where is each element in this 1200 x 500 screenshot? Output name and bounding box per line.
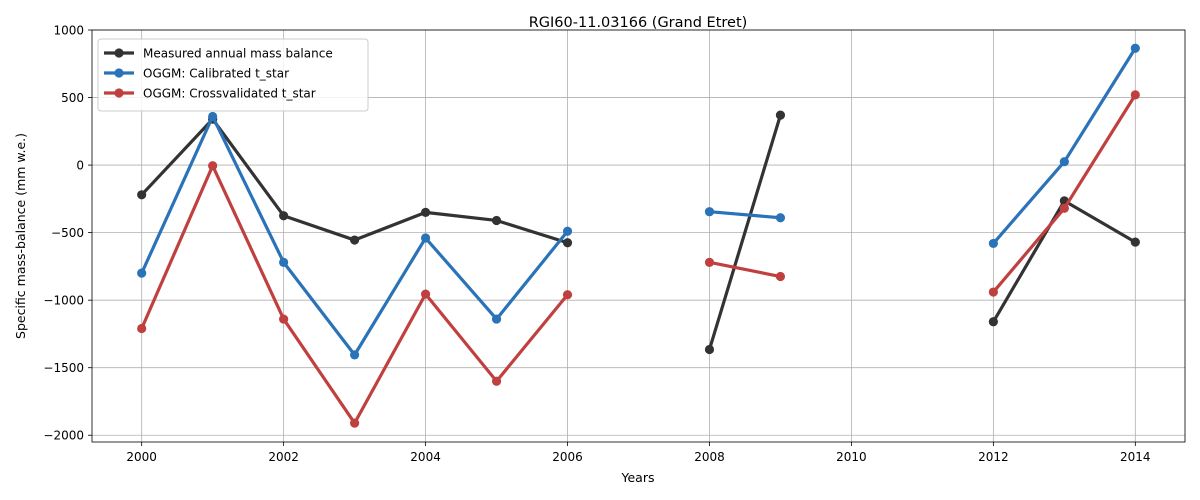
data-point <box>279 211 289 221</box>
x-axis-label: Years <box>621 470 655 485</box>
x-tick-label: 2008 <box>694 450 725 464</box>
data-point <box>420 207 431 217</box>
series-2 <box>137 43 1140 360</box>
x-tick-label: 2000 <box>126 450 157 464</box>
data-series <box>137 43 1140 428</box>
data-point <box>704 207 715 217</box>
series-line <box>707 260 783 279</box>
data-point <box>491 376 502 386</box>
grid-lines <box>92 29 1185 442</box>
data-point <box>208 161 218 171</box>
series-line <box>707 210 783 220</box>
y-tick-label: 500 <box>61 91 84 105</box>
data-point <box>350 418 360 428</box>
legend-label: OGGM: Calibrated t_star <box>143 67 289 81</box>
series-line <box>140 164 570 425</box>
data-point <box>775 213 786 223</box>
legend-box <box>97 38 369 112</box>
x-axis-ticks: 2000 2002 2004 2006 2008 2010 2012 2014 <box>126 442 1151 464</box>
data-point <box>562 226 573 236</box>
data-point <box>420 233 431 243</box>
legend: Measured annual mass balance OGGM: Calibr… <box>97 38 369 112</box>
data-point <box>208 111 218 122</box>
data-point <box>350 235 360 245</box>
y-tick-label: −1000 <box>43 294 84 308</box>
legend-swatch-marker <box>114 88 124 98</box>
data-point <box>1059 157 1069 167</box>
data-point <box>1130 43 1140 53</box>
x-tick-label: 2004 <box>410 450 441 464</box>
y-axis-ticks: 1000 500 0 −500 −1000 −1500 −2000 <box>43 24 92 443</box>
x-tick-label: 2012 <box>978 450 1009 464</box>
data-point <box>279 257 289 267</box>
data-point <box>491 215 502 226</box>
data-point <box>775 110 786 120</box>
data-point <box>137 268 147 278</box>
data-point <box>775 271 786 282</box>
y-tick-label: 1000 <box>53 24 84 38</box>
x-tick-label: 2010 <box>836 450 867 464</box>
data-point <box>420 289 431 299</box>
data-point <box>1059 203 1069 213</box>
data-point <box>350 350 360 360</box>
legend-label: Measured annual mass balance <box>143 47 333 61</box>
data-point <box>988 287 998 297</box>
y-tick-label: −500 <box>51 226 84 240</box>
y-axis-label: Specific mass-balance (mm w.e.) <box>13 133 28 339</box>
data-point <box>704 257 715 267</box>
x-tick-label: 2006 <box>552 450 583 464</box>
data-point <box>1130 90 1140 100</box>
x-tick-label: 2002 <box>268 450 299 464</box>
data-point <box>988 238 998 249</box>
y-tick-label: −2000 <box>43 429 84 443</box>
chart-title: RGI60-11.03166 (Grand Etret) <box>529 15 748 31</box>
data-point <box>279 314 289 324</box>
y-tick-label: 0 <box>76 159 84 173</box>
data-point <box>491 314 502 324</box>
series-line <box>991 46 1137 246</box>
plot-frame <box>91 29 1186 443</box>
series-line <box>991 93 1137 294</box>
x-tick-label: 2014 <box>1120 450 1151 464</box>
data-point <box>137 190 147 200</box>
legend-swatch-marker <box>114 68 124 78</box>
data-point <box>1130 237 1140 247</box>
y-tick-label: −1500 <box>43 361 84 375</box>
series-3 <box>137 90 1140 428</box>
legend-label: OGGM: Crossvalidated t_star <box>143 87 316 101</box>
data-point <box>562 290 573 300</box>
legend-swatch-marker <box>114 48 124 58</box>
data-point <box>988 317 998 327</box>
series-line <box>707 113 783 352</box>
data-point <box>562 238 573 248</box>
data-point <box>704 344 715 355</box>
data-point <box>137 323 147 334</box>
